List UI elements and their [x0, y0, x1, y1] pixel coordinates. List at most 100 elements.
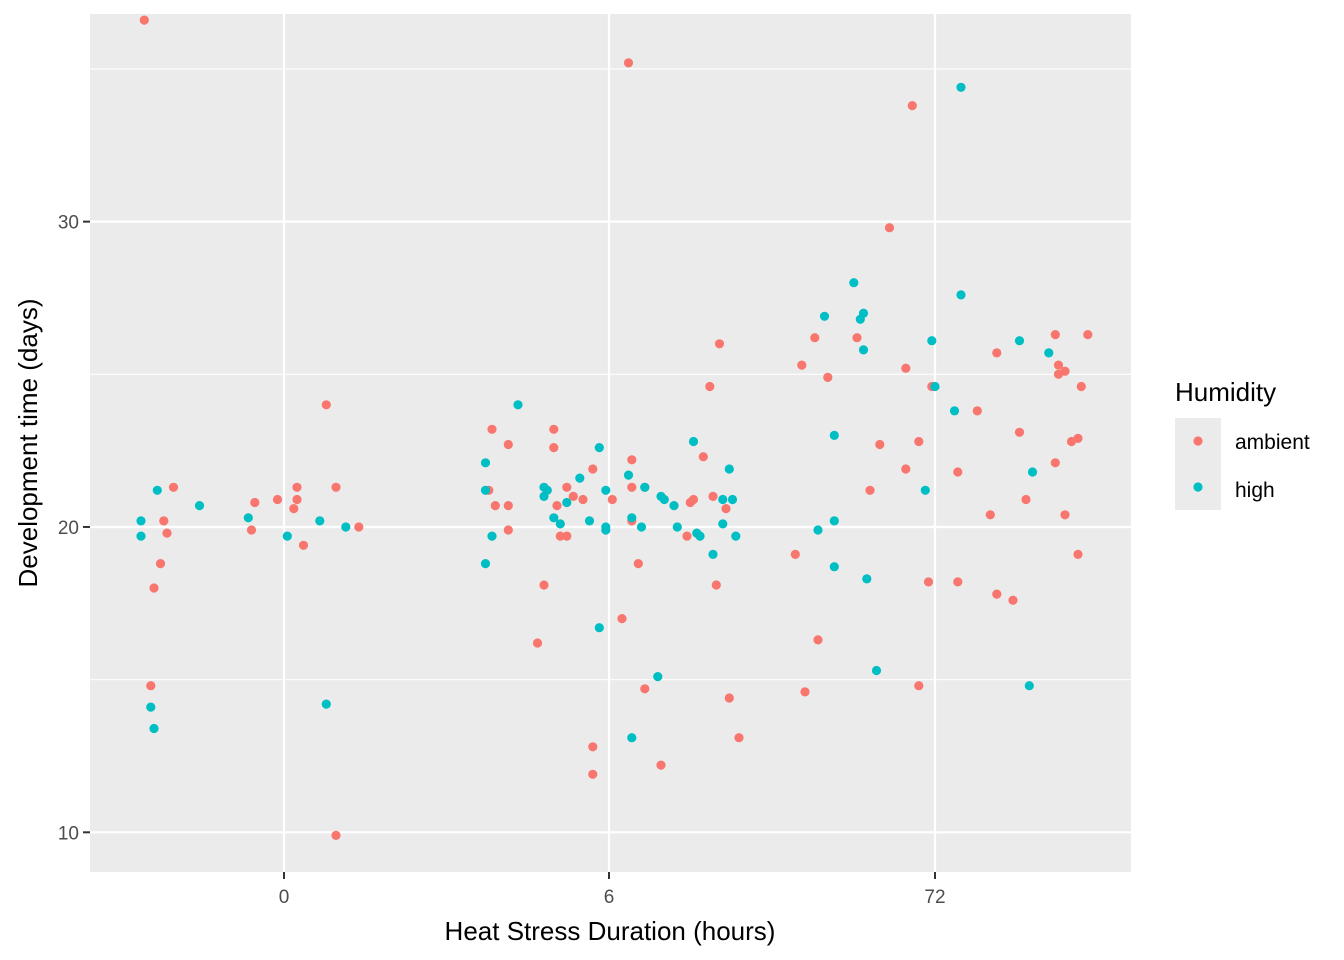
data-point-high	[243, 513, 253, 523]
legend-label-ambient: ambient	[1235, 431, 1310, 454]
y-tick-label: 10	[58, 823, 79, 844]
data-point-ambient	[331, 482, 341, 492]
y-axis-title: Development time (days)	[13, 299, 43, 588]
data-point-ambient	[298, 540, 309, 550]
data-point-ambient	[289, 504, 299, 514]
data-point-ambient	[810, 333, 820, 343]
data-point-ambient	[656, 760, 666, 770]
data-point-high	[819, 311, 830, 321]
data-point-ambient	[487, 424, 497, 434]
data-point-ambient	[562, 482, 572, 492]
data-point-ambient	[627, 455, 637, 465]
data-point-high	[315, 516, 325, 526]
data-point-ambient	[714, 339, 725, 349]
data-point-ambient	[552, 501, 562, 511]
data-point-ambient	[503, 501, 513, 511]
data-point-high	[594, 623, 604, 633]
data-point-ambient	[568, 491, 578, 501]
data-point-high	[194, 501, 205, 511]
data-point-high	[727, 494, 738, 505]
data-point-ambient	[914, 436, 924, 447]
data-point-high	[858, 345, 869, 355]
data-point-high	[1014, 336, 1025, 346]
data-point-ambient	[578, 494, 588, 505]
data-point-ambient	[1050, 330, 1060, 340]
data-point-ambient	[162, 528, 172, 538]
data-point-ambient	[588, 464, 598, 474]
data-point-high	[341, 522, 351, 532]
data-point-high	[282, 531, 292, 541]
data-point-ambient	[721, 504, 731, 514]
data-point-high	[146, 702, 156, 712]
data-point-ambient	[503, 525, 513, 535]
data-point-ambient	[354, 522, 364, 532]
data-point-high	[672, 522, 682, 532]
data-point-ambient	[724, 693, 734, 703]
data-point-ambient	[901, 363, 911, 373]
data-point-ambient	[865, 485, 875, 495]
data-point-ambient	[953, 467, 963, 477]
data-point-ambient	[813, 635, 823, 645]
data-point-ambient	[711, 580, 721, 590]
data-point-high	[949, 406, 960, 416]
x-tick-label: 0	[279, 887, 290, 908]
legend-dot-ambient	[1193, 436, 1203, 446]
legend: Humidity ambient high	[1175, 377, 1310, 510]
data-point-high	[849, 278, 859, 288]
data-point-high	[555, 519, 565, 529]
data-points	[136, 15, 1093, 841]
data-point-high	[487, 531, 497, 541]
data-point-high	[731, 531, 741, 541]
data-point-ambient	[562, 531, 572, 541]
data-point-high	[627, 513, 637, 523]
data-point-high	[718, 494, 728, 505]
data-point-high	[480, 559, 491, 569]
data-point-ambient	[292, 482, 302, 492]
data-point-ambient	[588, 742, 598, 752]
data-point-ambient	[1014, 427, 1025, 437]
data-point-ambient	[734, 733, 744, 743]
data-point-ambient	[1021, 494, 1031, 505]
data-point-ambient	[490, 501, 500, 511]
data-point-high	[1027, 467, 1038, 477]
data-point-ambient	[331, 830, 341, 841]
data-point-ambient	[992, 348, 1002, 358]
data-point-ambient	[688, 494, 699, 505]
data-point-high	[669, 501, 679, 511]
data-point-ambient	[972, 406, 982, 416]
data-point-ambient	[617, 614, 627, 624]
data-point-high	[152, 485, 162, 495]
data-point-ambient	[800, 687, 810, 697]
data-point-ambient	[1083, 330, 1093, 340]
data-point-ambient	[901, 464, 911, 474]
data-point-ambient	[923, 577, 934, 587]
data-point-high	[601, 525, 611, 535]
data-point-ambient	[698, 452, 708, 462]
data-point-ambient	[1060, 366, 1070, 376]
data-point-ambient	[272, 494, 283, 505]
data-point-high	[640, 482, 650, 492]
data-point-high	[829, 516, 839, 526]
data-point-ambient	[705, 381, 715, 392]
data-point-ambient	[823, 372, 833, 382]
x-axis-ticks: 0 6 72	[279, 872, 946, 908]
y-tick-label: 30	[58, 213, 79, 234]
y-tick-label: 20	[58, 518, 79, 539]
data-point-high	[659, 494, 669, 505]
data-point-ambient	[633, 559, 643, 569]
data-point-ambient	[155, 559, 166, 569]
data-point-ambient	[1073, 549, 1083, 560]
data-point-ambient	[246, 525, 257, 535]
data-point-high	[542, 485, 552, 495]
data-point-high	[956, 82, 966, 92]
data-point-high	[930, 381, 940, 392]
data-point-high	[149, 723, 159, 734]
data-point-high	[601, 485, 611, 495]
data-point-high	[321, 699, 331, 709]
data-point-ambient	[627, 482, 637, 492]
data-point-high	[480, 458, 491, 468]
data-point-high	[927, 336, 937, 346]
data-point-ambient	[555, 531, 565, 541]
plot-panel	[90, 14, 1131, 872]
data-point-high	[813, 525, 823, 535]
